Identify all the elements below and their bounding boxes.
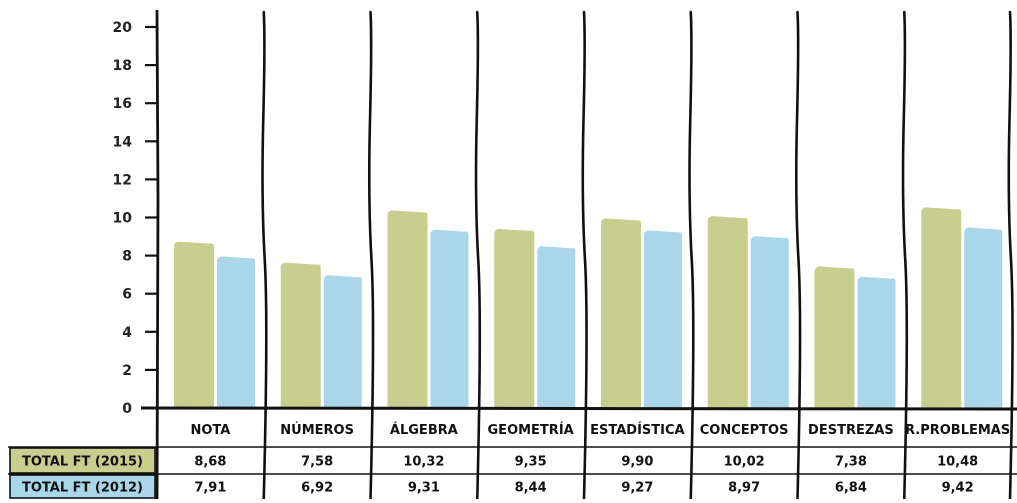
category-label: ESTADÍSTICA — [590, 422, 684, 438]
column-separator — [474, 10, 482, 501]
y-tick-label: 18 — [113, 58, 132, 74]
category-label: DESTREZAS — [808, 423, 894, 438]
x-axis-line — [140, 406, 1017, 411]
bar-2015-7 — [921, 207, 962, 408]
y-tick-label: 0 — [122, 401, 132, 417]
bar-2012-5 — [750, 236, 789, 408]
data-label: 9,27 — [621, 481, 653, 496]
category-label: ÁLGEBRA — [390, 422, 458, 438]
bar-2012-0 — [217, 256, 255, 408]
bar-2012-7 — [964, 227, 1003, 408]
y-tick-label: 8 — [122, 249, 132, 265]
data-label: 6,84 — [835, 481, 867, 496]
y-tick-label: 20 — [113, 20, 133, 36]
y-axis-line — [155, 9, 160, 500]
bar-2015-1 — [280, 262, 321, 408]
column-separator — [261, 10, 268, 501]
data-label: 7,58 — [301, 455, 333, 470]
bar-2012-6 — [857, 276, 896, 408]
y-tick-label: 10 — [113, 211, 133, 227]
category-label: NOTA — [190, 423, 230, 438]
data-label: 9,42 — [942, 481, 974, 496]
legend-swatch-2012 — [9, 474, 156, 499]
bar-2012-1 — [323, 275, 362, 408]
data-label: 8,68 — [194, 455, 226, 470]
column-separator — [901, 10, 909, 501]
column-separator — [794, 10, 802, 501]
bar-2015-3 — [494, 228, 535, 408]
data-label: 8,97 — [728, 481, 760, 496]
data-label: 10,02 — [724, 455, 765, 470]
data-label: 9,31 — [408, 481, 440, 496]
bar-2015-5 — [707, 216, 748, 408]
y-tick-label: 4 — [122, 325, 132, 341]
y-tick-label: 6 — [122, 287, 132, 303]
bar-2012-2 — [430, 229, 469, 408]
category-label: NÚMEROS — [280, 422, 354, 438]
data-label: 7,38 — [835, 455, 867, 470]
column-separator — [367, 10, 375, 501]
bar-2015-4 — [601, 218, 641, 408]
bar-2012-3 — [537, 246, 576, 408]
series-label: TOTAL FT (2012) — [22, 481, 143, 496]
y-tick-label: 2 — [122, 363, 132, 379]
y-tick-label: 14 — [113, 134, 133, 150]
column-separator — [581, 10, 588, 501]
bar-2015-0 — [174, 241, 214, 408]
data-label: 10,48 — [937, 455, 978, 470]
data-label: 10,32 — [403, 455, 444, 470]
legend-swatch-2015 — [9, 447, 156, 474]
category-label: R.PROBLEMAS — [905, 423, 1010, 438]
y-tick-label: 16 — [113, 96, 132, 112]
y-tick-label: 12 — [113, 172, 132, 188]
bar-2012-4 — [644, 230, 682, 408]
data-label: 9,90 — [621, 455, 653, 470]
bar-2015-2 — [387, 210, 428, 408]
column-separator — [1007, 10, 1014, 501]
bar-2015-6 — [814, 266, 855, 408]
data-label: 9,35 — [515, 455, 547, 470]
data-label: 8,44 — [515, 481, 547, 496]
data-label: 6,92 — [301, 481, 333, 496]
category-label: GEOMETRÍA — [488, 422, 574, 438]
category-label: CONCEPTOS — [700, 423, 789, 438]
series-label: TOTAL FT (2015) — [22, 455, 143, 470]
data-label: 7,91 — [194, 481, 226, 496]
column-separator — [688, 10, 695, 501]
